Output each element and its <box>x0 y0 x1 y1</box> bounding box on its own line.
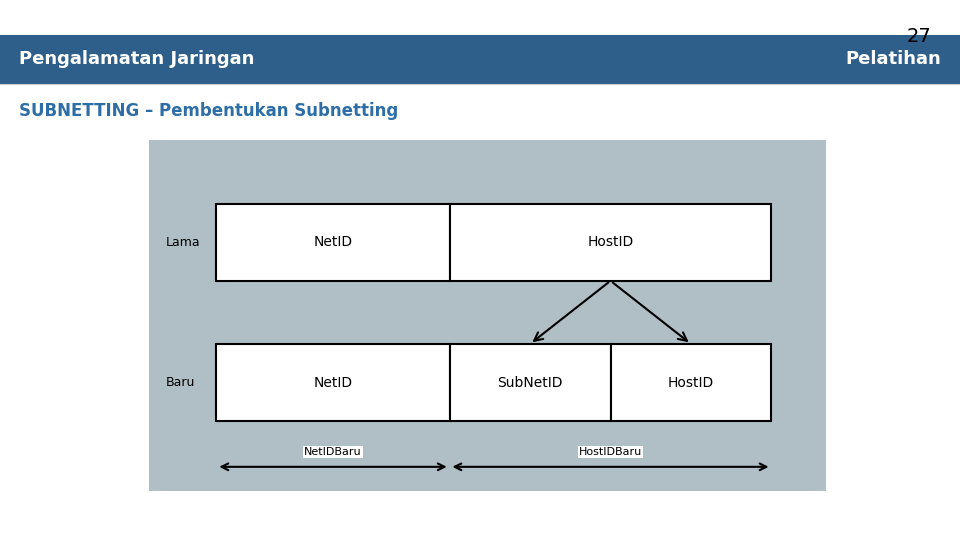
Text: Lama: Lama <box>166 235 201 249</box>
Text: HostID: HostID <box>668 376 714 389</box>
Text: Pengalamatan Jaringan: Pengalamatan Jaringan <box>19 50 254 69</box>
FancyBboxPatch shape <box>611 344 772 421</box>
FancyBboxPatch shape <box>216 204 449 281</box>
Text: Pelatihan: Pelatihan <box>845 50 941 69</box>
Text: NetID: NetID <box>314 376 352 389</box>
Text: SUBNETTING – Pembentukan Subnetting: SUBNETTING – Pembentukan Subnetting <box>19 102 398 120</box>
Text: 27: 27 <box>906 27 931 46</box>
Text: NetIDBaru: NetIDBaru <box>304 447 362 457</box>
FancyBboxPatch shape <box>449 204 772 281</box>
FancyBboxPatch shape <box>216 344 449 421</box>
Text: Baru: Baru <box>166 376 195 389</box>
FancyBboxPatch shape <box>449 344 611 421</box>
FancyBboxPatch shape <box>149 140 826 491</box>
Text: SubNetID: SubNetID <box>497 376 563 389</box>
Text: HostIDBaru: HostIDBaru <box>579 447 642 457</box>
Text: HostID: HostID <box>588 235 634 249</box>
FancyBboxPatch shape <box>0 35 960 84</box>
Text: NetID: NetID <box>314 235 352 249</box>
